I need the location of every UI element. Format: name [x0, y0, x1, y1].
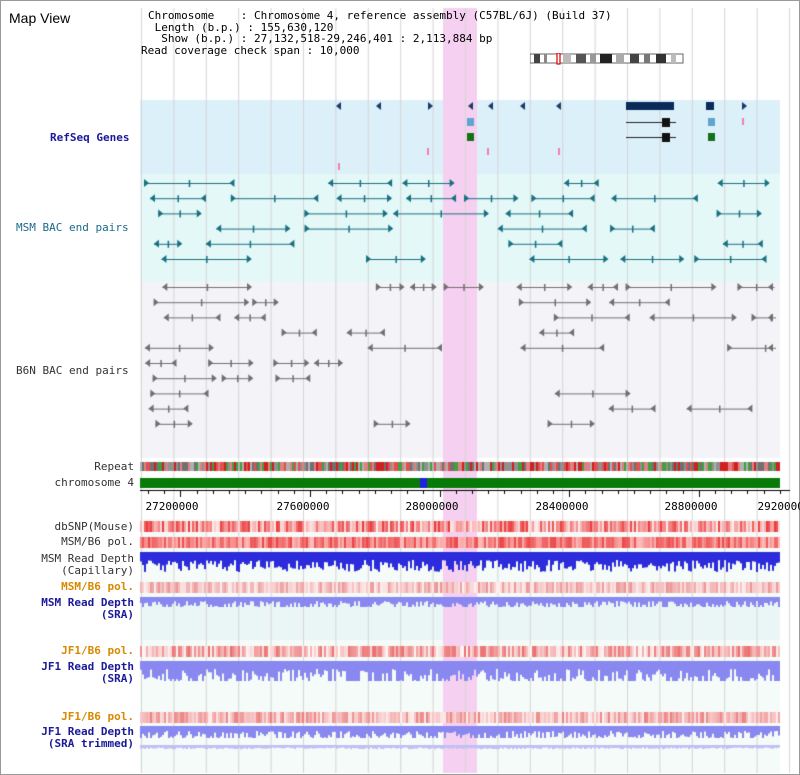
axis-tick-label: 29200000: [758, 500, 800, 513]
track-label-chromosome: chromosome 4: [2, 477, 134, 489]
axis-tick-label: 27600000: [277, 500, 330, 513]
track-label-jf1-b6-pol-trimmed: JF1/B6 pol.: [2, 711, 134, 723]
axis-tick-label: 28800000: [665, 500, 718, 513]
track-label-b6n-bac: B6N BAC end pairs: [16, 364, 129, 377]
axis-tick-label: 28400000: [536, 500, 589, 513]
chromosome-ideogram[interactable]: [530, 53, 685, 65]
track-label-msm-bac: MSM BAC end pairs: [16, 221, 129, 234]
track-label-msm-b6-pol: MSM/B6 pol.: [2, 536, 134, 548]
chromosome-line: Chromosome : Chromosome 4, reference ass…: [148, 10, 612, 22]
track-label-dbsnp: dbSNP(Mouse): [2, 521, 134, 533]
page-title: Map View: [9, 10, 70, 26]
track-label-jf1-b6-pol: JF1/B6 pol.: [2, 645, 134, 657]
track-label-msm-depth-sra: MSM Read Depth (SRA): [2, 597, 134, 620]
track-label-msm-depth-capillary: MSM Read Depth (Capillary): [2, 553, 134, 576]
track-label-repeat: Repeat: [2, 461, 134, 473]
show-range-line: Show (b.p.) : 27,132,518-29,246,401 : 2,…: [148, 33, 612, 45]
axis-tick-label: 27200000: [146, 500, 199, 513]
chromosome-info: Chromosome : Chromosome 4, reference ass…: [148, 10, 612, 56]
track-label-jf1-depth: JF1 Read Depth (SRA): [2, 661, 134, 684]
track-label-msm-b6-pol-sra: MSM/B6 pol.: [2, 581, 134, 593]
track-label-refseq: RefSeq Genes: [50, 131, 129, 144]
axis-tick-label: 28000000: [406, 500, 459, 513]
track-label-jf1-depth-trimmed: JF1 Read Depth (SRA trimmed): [2, 726, 134, 749]
